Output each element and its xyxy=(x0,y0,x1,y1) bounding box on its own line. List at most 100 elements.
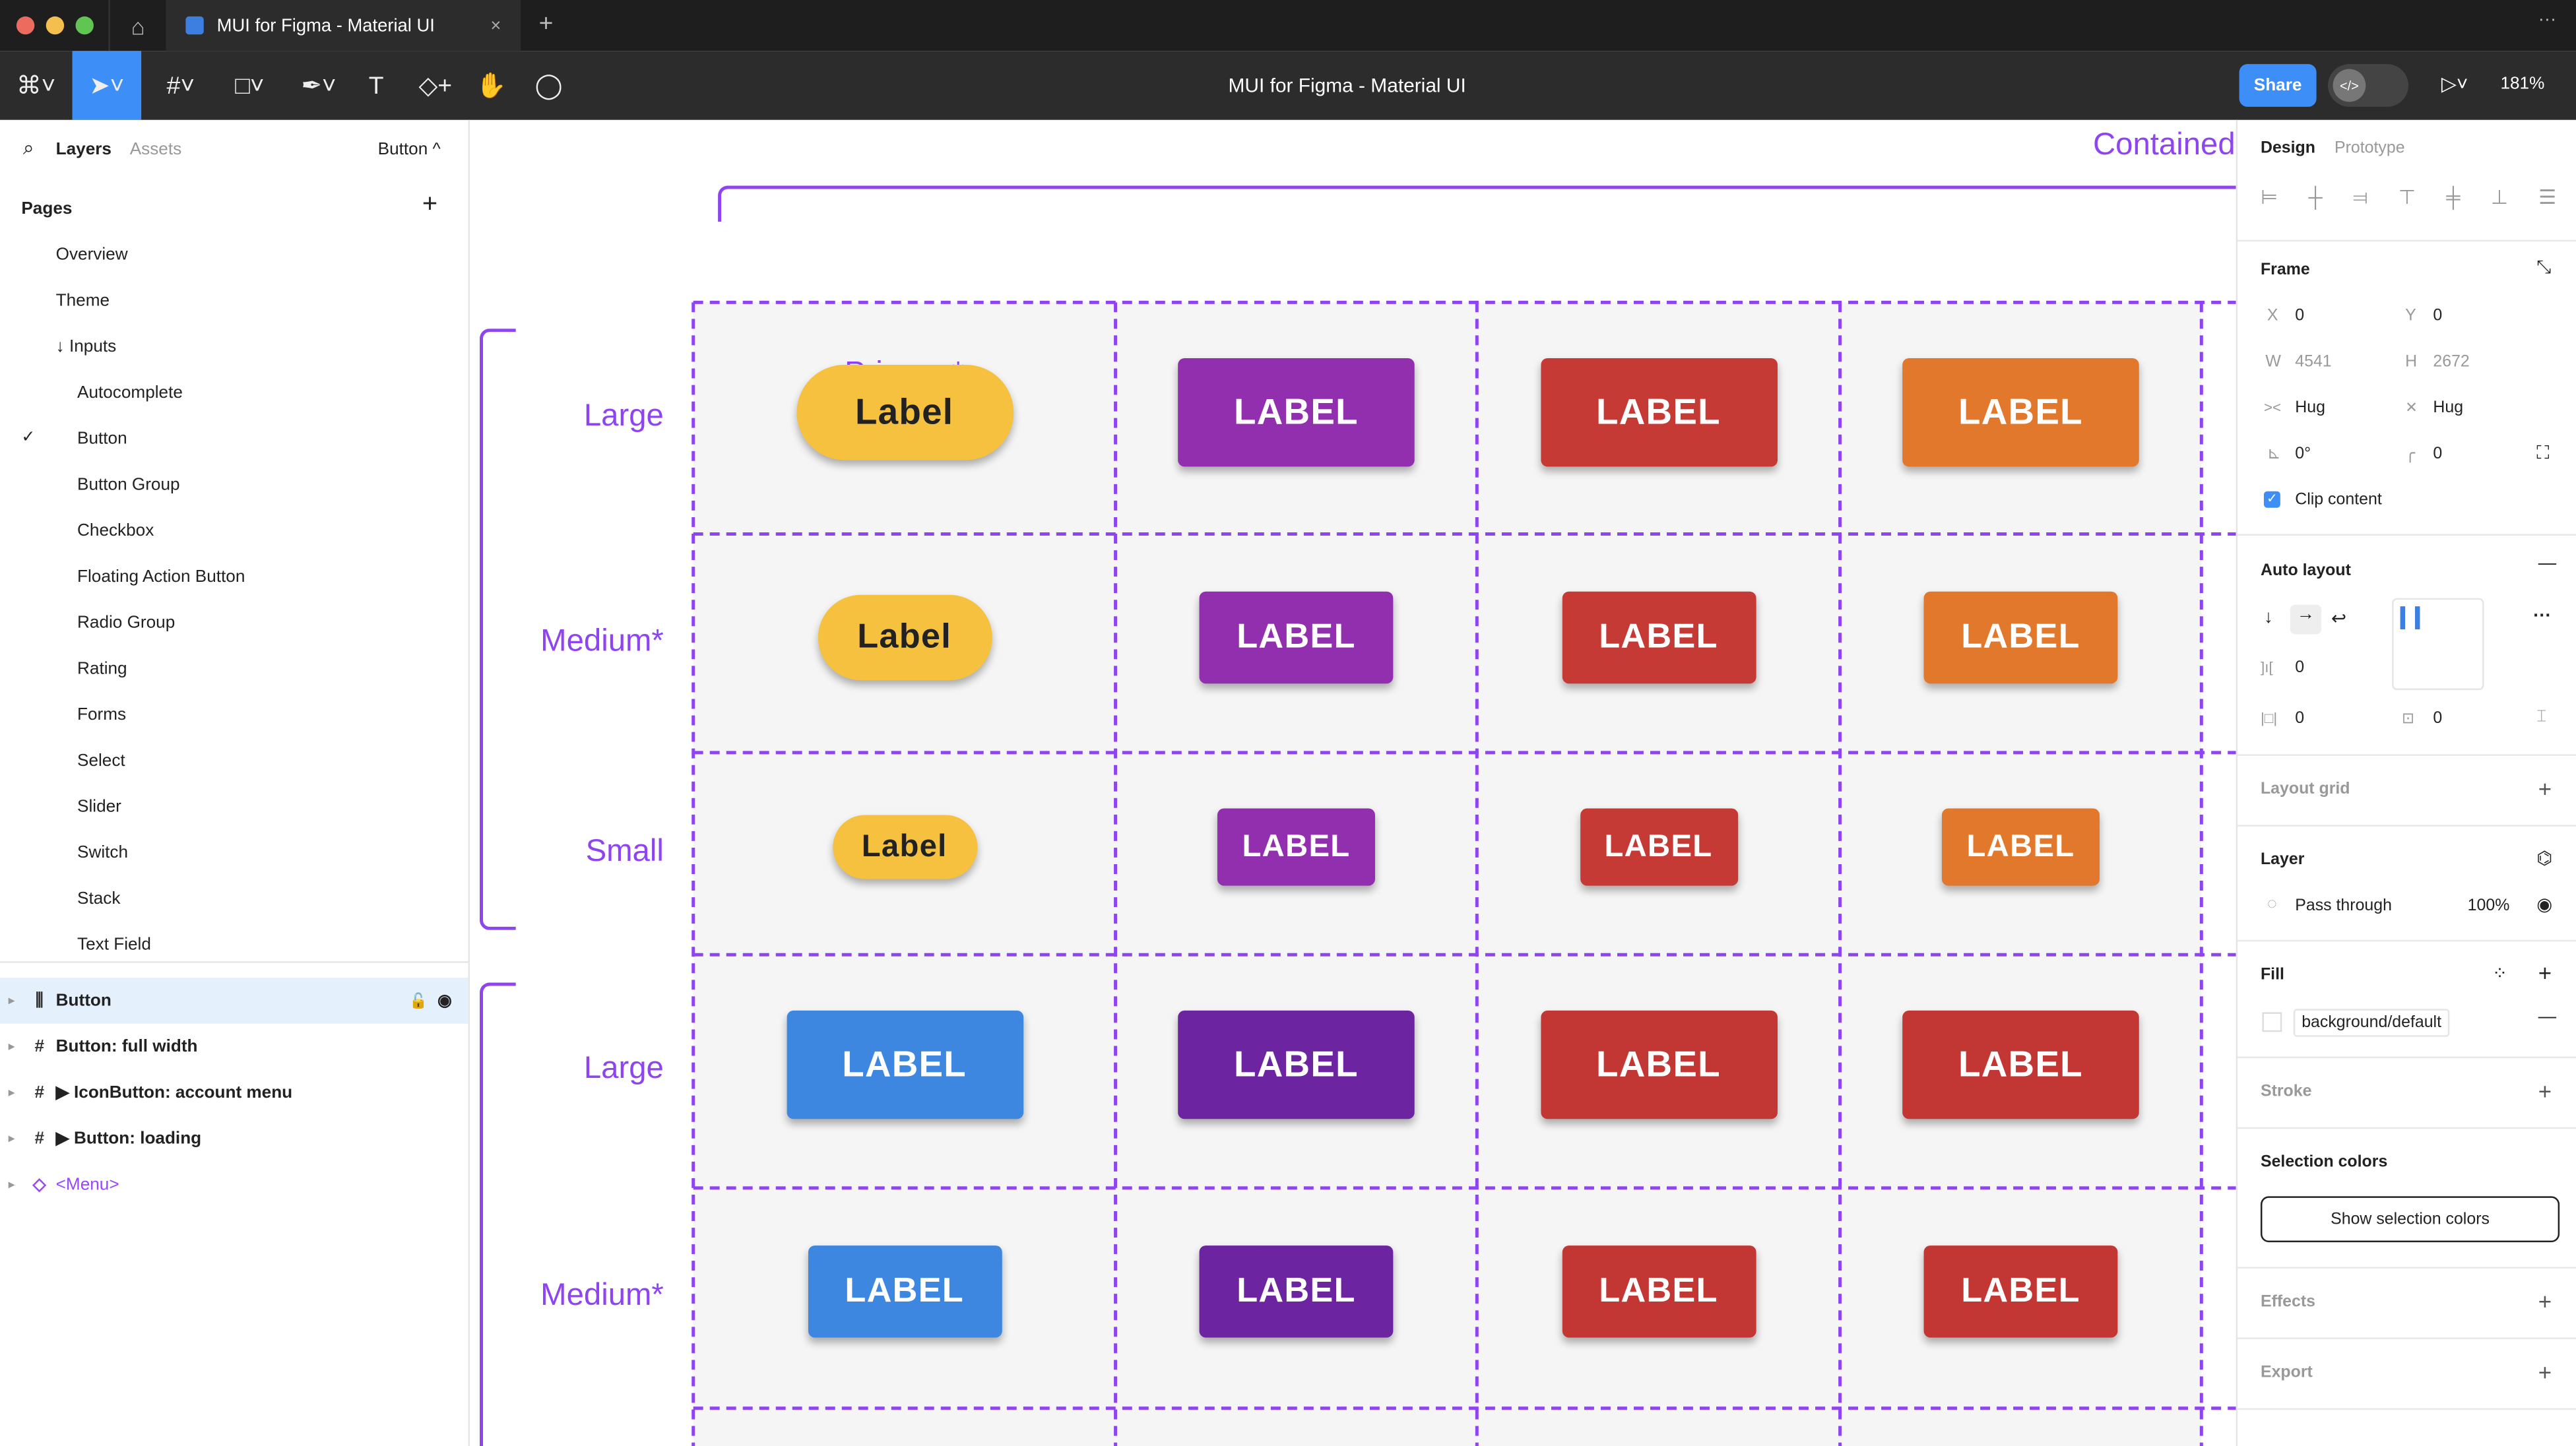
blend-mode-dropdown[interactable]: Pass through xyxy=(2295,897,2392,916)
frame-tool-icon[interactable]: #˅ xyxy=(166,71,195,100)
minimize-window-button[interactable] xyxy=(46,16,65,35)
x-field[interactable]: 0 xyxy=(2295,307,2305,326)
gap-field[interactable]: 0 xyxy=(2295,658,2305,677)
mui-button[interactable]: Label xyxy=(832,815,977,879)
add-fill-button[interactable]: + xyxy=(2538,959,2552,986)
page-item[interactable]: Radio Group xyxy=(77,613,176,633)
align-middle-icon[interactable]: ╪ xyxy=(2446,185,2461,209)
mui-button[interactable]: LABEL xyxy=(786,1010,1023,1119)
mui-button[interactable]: LABEL xyxy=(1199,590,1394,683)
move-tool-icon[interactable]: ➤˅ xyxy=(72,51,142,120)
radius-field[interactable]: 0 xyxy=(2433,445,2443,464)
mui-button[interactable]: LABEL xyxy=(1540,357,1777,466)
y-field[interactable]: 0 xyxy=(2433,307,2443,326)
add-effect-button[interactable]: + xyxy=(2538,1288,2552,1315)
rectangle-tool-icon[interactable]: □˅ xyxy=(235,71,265,100)
layer-mode-icon[interactable]: ⌬ xyxy=(2536,849,2553,869)
align-left-icon[interactable]: ⊨ xyxy=(2260,185,2278,209)
page-item[interactable]: Checkbox xyxy=(77,520,154,541)
resize-to-fit-icon[interactable]: ⤡ xyxy=(2536,258,2552,278)
dev-mode-toggle[interactable]: </> xyxy=(2328,64,2409,107)
share-button[interactable]: Share xyxy=(2239,64,2317,107)
layer-row[interactable]: ▸ ◇ <Menu> xyxy=(0,1162,468,1208)
add-page-button[interactable]: + xyxy=(422,190,438,219)
layer-row[interactable]: ▸ # ▶ IconButton: account menu xyxy=(0,1070,468,1116)
page-item[interactable]: ↓ Inputs xyxy=(55,336,117,357)
tab-design[interactable]: Design xyxy=(2260,139,2315,158)
maximize-window-button[interactable] xyxy=(75,16,94,35)
height-sizing-dropdown[interactable]: Hug xyxy=(2433,399,2464,418)
mui-button[interactable]: LABEL xyxy=(1579,808,1737,886)
more-icon[interactable]: ··· xyxy=(2538,9,2557,30)
search-icon[interactable]: ⌕ xyxy=(22,136,34,160)
page-item[interactable]: Rating xyxy=(77,658,127,679)
expand-caret-icon[interactable]: ▸ xyxy=(9,1087,15,1100)
mui-button[interactable]: LABEL xyxy=(1561,590,1756,683)
resources-icon[interactable]: ◇+ xyxy=(418,72,453,100)
align-bottom-icon[interactable]: ⊥ xyxy=(2490,185,2508,209)
remove-fill-button[interactable]: — xyxy=(2538,1007,2557,1027)
expand-caret-icon[interactable]: ▸ xyxy=(9,995,15,1007)
rotation-field[interactable]: 0° xyxy=(2295,445,2311,464)
add-stroke-button[interactable]: + xyxy=(2538,1078,2552,1104)
more-options-icon[interactable]: ··· xyxy=(2533,606,2552,627)
expand-caret-icon[interactable]: ▸ xyxy=(9,1042,15,1053)
mui-button[interactable]: Label xyxy=(796,363,1013,460)
width-field[interactable]: 4541 xyxy=(2295,353,2332,371)
independent-corners-icon[interactable]: ⛶ xyxy=(2536,443,2550,464)
horizontal-padding-field[interactable]: 0 xyxy=(2295,710,2305,728)
zoom-level[interactable]: 181% xyxy=(2500,74,2545,94)
page-item[interactable]: Stack xyxy=(77,889,121,909)
show-selection-colors-button[interactable]: Show selection colors xyxy=(2260,1196,2560,1243)
page-item[interactable]: Floating Action Button xyxy=(77,567,245,587)
mui-button[interactable]: LABEL xyxy=(1923,1245,2118,1338)
file-tab[interactable]: MUI for Figma - Material UI × xyxy=(166,0,521,51)
page-item[interactable]: Button xyxy=(77,429,127,449)
height-field[interactable]: 2672 xyxy=(2433,353,2470,371)
remove-auto-layout-button[interactable]: — xyxy=(2538,553,2557,574)
horizontal-direction-icon[interactable]: → xyxy=(2290,604,2322,635)
wrap-icon[interactable]: ↩ xyxy=(2331,610,2346,630)
new-tab-button[interactable]: + xyxy=(538,9,554,38)
distribute-icon[interactable]: ☰ xyxy=(2538,185,2557,209)
page-item[interactable]: Overview xyxy=(55,245,128,265)
vertical-padding-field[interactable]: 0 xyxy=(2433,710,2443,728)
vertical-direction-icon[interactable]: ↓ xyxy=(2263,608,2273,628)
mui-button[interactable]: LABEL xyxy=(1540,1010,1777,1119)
layer-row[interactable]: ▸ ⫼ Button 🔓 ◉ xyxy=(0,978,468,1024)
tab-prototype[interactable]: Prototype xyxy=(2334,139,2405,158)
align-right-icon[interactable]: ⫤ xyxy=(2352,185,2368,209)
expand-caret-icon[interactable]: ▸ xyxy=(9,1179,15,1191)
add-export-button[interactable]: + xyxy=(2538,1358,2552,1385)
figma-menu-icon[interactable]: ⌘˅ xyxy=(16,72,56,100)
hand-tool-icon[interactable]: ✋ xyxy=(476,72,507,100)
text-tool-icon[interactable]: T xyxy=(368,71,384,100)
fill-style-chip[interactable]: background/default xyxy=(2293,1009,2450,1037)
close-tab-icon[interactable]: × xyxy=(490,15,501,36)
page-item[interactable]: Autocomplete xyxy=(77,383,183,403)
mui-button[interactable]: LABEL xyxy=(1902,1010,2139,1119)
mui-button[interactable]: LABEL xyxy=(1217,808,1375,886)
lock-icon[interactable]: 🔓 xyxy=(409,991,428,1009)
present-button[interactable]: ▷˅ xyxy=(2441,72,2468,96)
page-item[interactable]: Select xyxy=(77,751,125,771)
close-window-button[interactable] xyxy=(16,16,35,35)
clip-content-checkbox[interactable]: ✓ xyxy=(2263,491,2280,508)
mui-button[interactable]: LABEL xyxy=(1941,808,2100,886)
page-item[interactable]: Forms xyxy=(77,705,127,725)
mui-button[interactable]: LABEL xyxy=(807,1245,1002,1338)
eye-icon[interactable]: ◉ xyxy=(437,991,452,1010)
align-top-icon[interactable]: ⊤ xyxy=(2398,185,2416,209)
opacity-field[interactable]: 100% xyxy=(2467,897,2510,916)
pen-tool-icon[interactable]: ✒˅ xyxy=(301,72,337,100)
tab-assets[interactable]: Assets xyxy=(129,139,182,160)
align-center-h-icon[interactable]: ┼ xyxy=(2308,185,2323,209)
page-item[interactable]: Button Group xyxy=(77,474,180,495)
layer-row[interactable]: ▸ # ▶ Button: loading xyxy=(0,1116,468,1162)
add-layout-grid-button[interactable]: + xyxy=(2538,775,2552,802)
eye-icon[interactable]: ◉ xyxy=(2536,895,2553,916)
frame-heading[interactable]: Frame xyxy=(2260,261,2310,280)
individual-padding-icon[interactable]: ⌶ xyxy=(2536,708,2547,726)
page-item[interactable]: Switch xyxy=(77,842,129,863)
mui-button[interactable]: Label xyxy=(817,594,992,679)
